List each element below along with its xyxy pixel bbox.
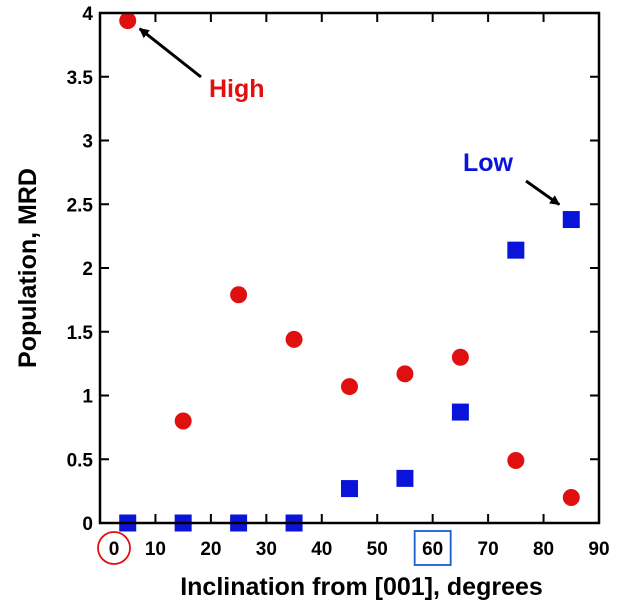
x-tick-label: 50 [367, 539, 388, 560]
x-tick-label: 40 [311, 539, 332, 560]
annotation-arrow-high [138, 27, 202, 79]
data-point-circle [285, 330, 303, 348]
annotation-arrow-low [525, 179, 561, 206]
data-point-circle [230, 286, 248, 304]
x-tick-label: 20 [200, 539, 221, 560]
y-tick-label: 2.5 [67, 195, 94, 216]
y-axis-title: Population, MRD [14, 168, 42, 368]
x-tick-label: 60 [422, 539, 443, 560]
y-tick-label: 1.5 [67, 323, 94, 344]
data-point-circle [507, 452, 525, 470]
y-tick-label: 4 [82, 4, 93, 25]
y-tick-label: 1 [82, 387, 93, 408]
y-tick-label: 3 [82, 132, 93, 153]
x-tick-label: 90 [588, 539, 609, 560]
data-point-square [507, 241, 525, 259]
plot-frame [98, 11, 601, 525]
y-tick-label: 2 [82, 259, 93, 280]
tick-highlights [97, 530, 452, 566]
data-point-circle [341, 378, 358, 396]
annotation-high: High [209, 75, 265, 103]
x-tick-label: 70 [478, 539, 499, 560]
x-tick-label: 10 [145, 539, 166, 560]
x-tick-label: 30 [256, 539, 277, 560]
x-tick-label: 80 [533, 539, 554, 560]
y-tick-label: 0.5 [67, 450, 94, 471]
x-axis-title: Inclination from [001], degrees [180, 573, 543, 601]
data-point-circle [451, 348, 469, 366]
data-points [119, 12, 580, 532]
tick-highlight-circle [97, 531, 131, 565]
y-tick-label: 3.5 [67, 68, 94, 89]
data-point-circle [174, 412, 192, 430]
annotations: High Low [138, 27, 561, 206]
data-point-square [562, 211, 580, 229]
data-point-circle [119, 12, 137, 30]
annotation-low: Low [463, 149, 514, 177]
data-point-circle [396, 365, 414, 383]
data-point-circle [562, 489, 580, 506]
data-point-square [396, 469, 414, 487]
y-tick-label: 0 [82, 514, 93, 535]
tick-highlight-square [413, 530, 452, 566]
y-axis-ticks: 0 0.5 1 1.5 2 2.5 3 3.5 4 [67, 4, 599, 535]
x-tick-label: 0 [109, 539, 120, 560]
data-point-square [451, 403, 469, 421]
data-point-square [341, 480, 358, 498]
x-axis-ticks: 0 10 20 30 40 50 60 70 80 90 [99, 13, 610, 560]
